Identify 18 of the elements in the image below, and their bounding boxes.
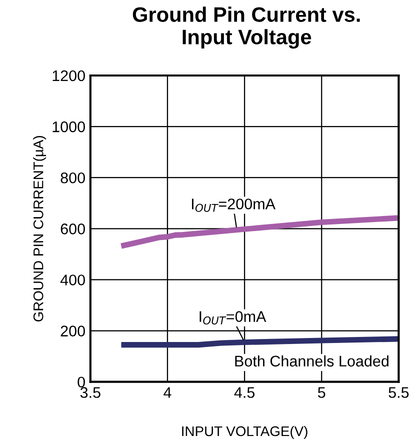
- x-tick-label: 4: [164, 387, 172, 398]
- y-tick-label: 1000: [52, 121, 85, 132]
- y-tick-label: 800: [60, 172, 85, 184]
- chart-title: Ground Pin Current vs. Input Voltage: [132, 6, 360, 49]
- annotation: I$_{OUT}$=200mA: [192, 198, 276, 212]
- x-tick-label: 5: [318, 387, 326, 398]
- y-axis-title: GROUND PIN CURRENT(µA): [33, 136, 46, 322]
- annotation: I$_{OUT}$=0mA: [200, 311, 266, 324]
- y-tick-label: 0: [78, 376, 85, 388]
- x-tick-label: 3.5: [80, 387, 100, 398]
- x-tick-label: 4.5: [234, 387, 255, 398]
- y-tick-label: 200: [60, 326, 85, 336]
- y-tick-label: 1200: [52, 70, 85, 82]
- x-tick-label: 5.5: [388, 387, 409, 398]
- annotation: Both Channels Loaded: [235, 355, 388, 367]
- y-tick-label: 400: [60, 274, 85, 286]
- x-axis-title: INPUT VOLTAGE(V): [182, 426, 308, 439]
- y-tick-label: 600: [60, 224, 85, 234]
